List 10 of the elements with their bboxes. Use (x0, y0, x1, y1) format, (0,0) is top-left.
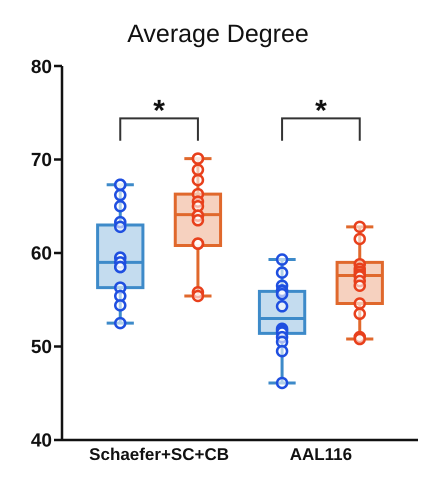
y-tick-label: 40 (30, 430, 52, 452)
y-tick-label: 50 (30, 337, 52, 358)
x-tick-label: Schaefer+SC+CB (89, 445, 230, 464)
x-tick-label: AAL116 (290, 445, 352, 464)
y-tick-label: 70 (30, 150, 52, 172)
y-tick-label: 80 (30, 56, 52, 78)
chart-title: Average Degree (126, 19, 310, 50)
annotation: * (153, 94, 166, 128)
y-tick-label: 60 (30, 244, 52, 265)
annotation: * (315, 94, 328, 128)
